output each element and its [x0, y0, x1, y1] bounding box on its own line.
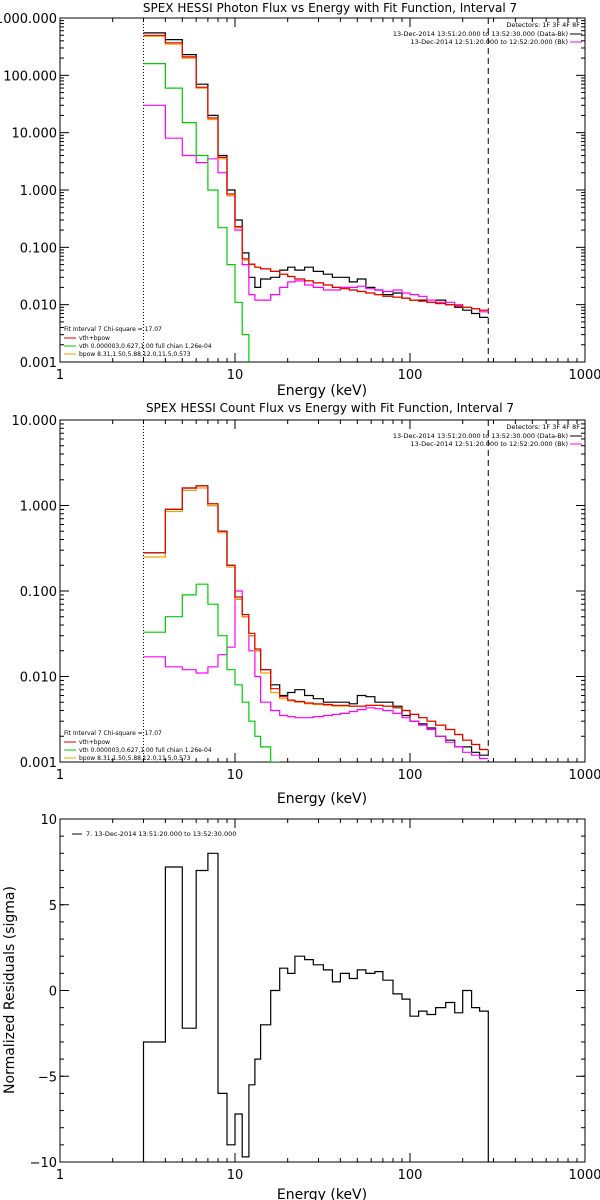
count-flux-series-vth-bpow — [143, 485, 489, 751]
photon-fit-legend-title: Fit Interval 7 Chi-square = 17.07 — [64, 326, 162, 333]
residuals-x-tick-label: 1000 — [568, 1168, 600, 1183]
count-flux-ticks: 1 10 100 1000 10.000 1.000 0.100 0.010 0.001 — [12, 414, 600, 783]
photon-flux-x-tick-label: 10 — [227, 368, 244, 383]
photon-flux-y-tick-label: 1000.000 — [0, 12, 57, 27]
residuals-frame — [59, 818, 586, 1163]
residuals-xlabel: Energy (keV) — [277, 1187, 367, 1200]
count-flux-x-tick-label: 1000 — [568, 768, 600, 783]
photon-flux-xlabel: Energy (keV) — [277, 383, 367, 399]
photon-flux-series-bk — [143, 104, 489, 313]
count-flux-y-tick-label: 0.100 — [20, 585, 57, 600]
count-fit-legend-title: Fit Interval 7 Chi-square = 17.07 — [64, 730, 162, 737]
count-bk-legend: 13-Dec-2014 12:51:20.000 to 12:52:20.000… — [411, 440, 569, 448]
count-flux-x-tick-label: 1 — [56, 768, 64, 783]
count-flux-x-tick-label: 100 — [398, 768, 423, 783]
count-flux-y-tick-label: 0.010 — [20, 671, 57, 686]
count-flux-panel: SPEX HESSI Count Flux vs Energy with Fit… — [12, 401, 600, 807]
photon-flux-series — [143, 32, 489, 362]
photon-bk-legend: 13-Dec-2014 12:51:20.000 to 12:52:20.000… — [411, 38, 569, 46]
photon-flux-y-tick-label: 0.100 — [20, 241, 57, 256]
photon-flux-series-bpow — [143, 35, 489, 311]
count-legend-vth: vth 0.000003,0.627,1.00 full chian 1.26e… — [79, 747, 212, 754]
residuals-x-tick-label: 100 — [398, 1168, 423, 1183]
photon-flux-y-tick-label: 1.000 — [20, 184, 57, 199]
residuals-panel: 1 10 100 1000 10 5 0 −5 −10 Energy (keV) Normali… — [2, 813, 600, 1200]
count-flux-xlabel: Energy (keV) — [277, 791, 367, 807]
residuals-series-7-13-dec-2014-13-51-20-000-to-13-52-30-000 — [142, 852, 489, 1162]
photon-legend-total: vth+bpow — [79, 335, 110, 342]
residuals-y-tick-label: 10 — [40, 813, 57, 828]
residuals-ylabel: Normalized Residuals (sigma) — [2, 886, 18, 1094]
count-legend-bpow: bpow 8.31,1.50,5.88,12.0,11.5,0.573 — [79, 755, 191, 762]
count-flux-y-tick-label: 0.001 — [20, 756, 57, 771]
photon-flux-series-vth — [143, 63, 250, 362]
count-flux-y-tick-label: 10.000 — [12, 414, 58, 429]
photon-flux-panel: SPEX HESSI Photon Flux vs Energy with Fi… — [0, 1, 600, 399]
photon-flux-y-tick-label: 100.000 — [3, 69, 57, 84]
photon-data-legend: 13-Dec-2014 13:51:20.000 to 13:52:30.000… — [393, 30, 568, 38]
count-data-legend: 13-Dec-2014 13:51:20.000 to 13:52:30.000… — [393, 432, 568, 440]
residuals-y-tick-label: 0 — [49, 985, 57, 1000]
residuals-legend: 7. 13-Dec-2014 13:51:20.000 to 13:52:30.… — [86, 830, 236, 838]
photon-flux-ticks: 1 10 100 1000 1000.000 100.000 10.000 1.000 0.10… — [0, 12, 600, 383]
photon-flux-x-tick-label: 1000 — [568, 368, 600, 383]
photon-legend-bpow: bpow 8.31,1.50,5.88,12.0,11.5,0.573 — [79, 351, 191, 358]
photon-flux-x-tick-label: 1 — [56, 368, 64, 383]
count-flux-series-data-bk — [143, 485, 489, 756]
photon-flux-y-tick-label: 10.000 — [12, 127, 58, 142]
photon-flux-title: SPEX HESSI Photon Flux vs Energy with Fi… — [143, 1, 517, 15]
count-flux-y-tick-label: 1.000 — [20, 500, 57, 515]
photon-detectors-label: Detectors: 1F 3F 4F 8F — [506, 21, 580, 29]
photon-flux-x-tick-label: 100 — [398, 368, 423, 383]
photon-flux-series-data-bk — [143, 32, 489, 318]
count-legend-total: vth+bpow — [79, 739, 110, 746]
count-flux-frame — [59, 419, 586, 763]
residuals-y-tick-label: −5 — [38, 1070, 57, 1085]
count-flux-title: SPEX HESSI Count Flux vs Energy with Fit… — [146, 401, 514, 415]
count-flux-x-tick-label: 10 — [227, 768, 244, 783]
residuals-series — [142, 852, 489, 1162]
photon-flux-y-tick-label: 0.001 — [20, 356, 57, 371]
residuals-y-tick-label: 5 — [49, 899, 57, 914]
count-flux-series-bk — [143, 590, 489, 760]
residuals-y-tick-label: −10 — [30, 1156, 57, 1171]
residuals-x-tick-label: 10 — [227, 1168, 244, 1183]
residuals-x-tick-label: 1 — [56, 1168, 64, 1183]
photon-flux-y-tick-label: 0.010 — [20, 299, 57, 314]
photon-legend-vth: vth 0.000003,0.627,1.00 full chian 1.26e… — [79, 343, 212, 350]
photon-flux-series-vth-bpow — [143, 34, 489, 311]
count-flux-series — [143, 485, 489, 762]
count-detectors-label: Detectors: 1F 3F 4F 8F — [506, 423, 580, 431]
residuals-ticks: 1 10 100 1000 10 5 0 −5 −10 — [30, 813, 600, 1183]
photon-flux-frame — [59, 17, 586, 363]
count-flux-series-bpow — [143, 487, 489, 751]
count-flux-series-vth — [143, 583, 280, 762]
